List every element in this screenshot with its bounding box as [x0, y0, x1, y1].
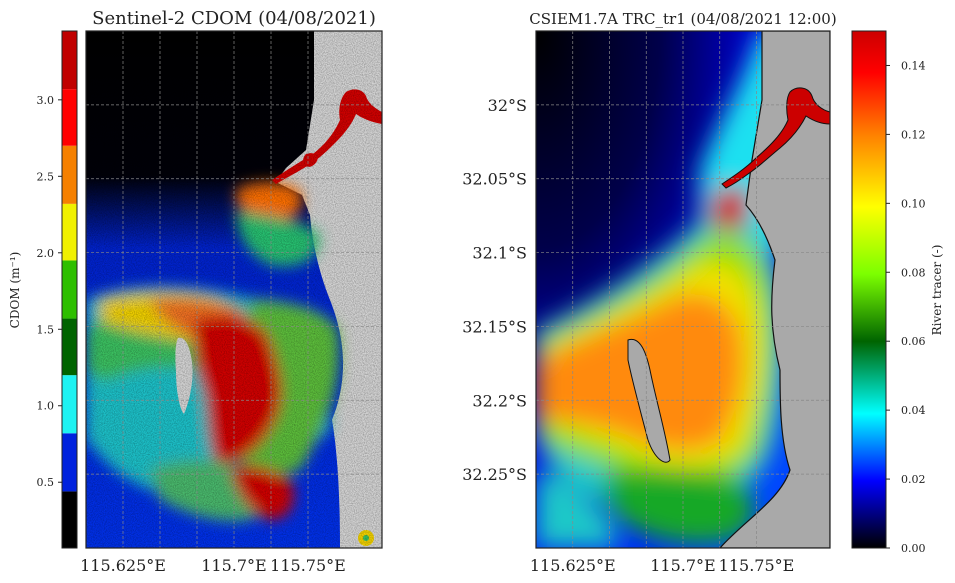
- left-colorbar-tick-label: 3.0: [37, 94, 55, 107]
- left-map: [86, 31, 382, 548]
- right-river: [721, 87, 830, 189]
- right-colorbar-frame: [851, 30, 887, 549]
- right-panel-title: CSIEM1.7A TRC_tr1 (04/08/2021 12:00): [529, 10, 836, 28]
- right-colorbar: 0.00 0.02 0.04 0.06 0.08 0.10 0.12 0.14 River t…: [851, 30, 944, 555]
- left-colorbar-tick-label: 1.5: [37, 323, 55, 336]
- left-x-tick-label: 115.625°E: [80, 556, 166, 575]
- left-colorbar-bin: [62, 318, 77, 376]
- right-x-ticks: 115.625°E 115.7°E 115.75°E: [530, 556, 795, 575]
- right-colorbar-label: River tracer (-): [930, 245, 944, 336]
- right-x-tick-label: 115.75°E: [719, 556, 795, 575]
- left-x-tick-label: 115.75°E: [270, 556, 346, 575]
- left-colorbar-bin: [62, 145, 77, 204]
- left-colorbar-bin: [62, 89, 77, 146]
- right-y-tick-label: 32.1°S: [472, 244, 527, 263]
- left-colorbar-tick-label: 2.0: [37, 247, 55, 260]
- right-colorbar-tick-label: 0.14: [901, 59, 926, 72]
- left-colorbar-bin: [62, 260, 77, 319]
- right-colorbar-tick-label: 0.04: [901, 404, 926, 417]
- left-colorbar-tick-label: 1.0: [37, 400, 55, 413]
- right-panel: CSIEM1.7A TRC_tr1 (04/08/2021 12:00) 115…: [462, 10, 944, 575]
- left-colorbar-frame: [61, 30, 78, 549]
- right-colorbar-tick-label: 0.10: [901, 197, 926, 210]
- left-panel-title: Sentinel-2 CDOM (04/08/2021): [92, 8, 376, 29]
- right-colorbar-tick-label: 0.06: [901, 335, 926, 348]
- left-colorbar-bin: [62, 433, 77, 492]
- right-colorbar-ticks: 0.00 0.02 0.04 0.06 0.08 0.10 0.12 0.14: [886, 59, 926, 555]
- left-colorbar-bin: [62, 375, 77, 434]
- right-colorbar-fill: [852, 31, 886, 548]
- right-y-ticks: 32°S 32.05°S 32.1°S 32.15°S 32.2°S 32.25°S: [462, 96, 527, 484]
- right-grid: [536, 31, 830, 548]
- right-axes-frame: [535, 30, 831, 549]
- right-y-tick-label: 32.05°S: [462, 170, 527, 189]
- left-colorbar-bin: [62, 203, 77, 261]
- right-colorbar-tick-label: 0.02: [901, 473, 926, 486]
- right-colorbar-tick-label: 0.12: [901, 128, 926, 141]
- right-y-tick-label: 32.2°S: [472, 391, 527, 410]
- right-colorbar-tick-label: 0.00: [901, 542, 926, 555]
- left-colorbar: 0.5 1.0 1.5 2.0 2.5 3.0 CDOM (m⁻¹): [8, 30, 78, 549]
- right-x-tick-label: 115.7°E: [650, 556, 715, 575]
- left-panel: Sentinel-2 CDOM (04/08/2021): [8, 8, 383, 575]
- left-colorbar-ticks: 0.5 1.0 1.5 2.0 2.5 3.0: [37, 94, 62, 489]
- right-x-tick-label: 115.625°E: [530, 556, 616, 575]
- left-x-ticks: 115.625°E 115.7°E 115.75°E: [80, 556, 346, 575]
- left-axes-frame: [85, 30, 383, 549]
- left-x-tick-label: 115.7°E: [201, 556, 266, 575]
- right-y-tick-label: 32.25°S: [462, 465, 527, 484]
- left-colorbar-bin: [62, 31, 77, 90]
- left-colorbar-bin: [62, 491, 77, 548]
- right-map: [536, 31, 830, 548]
- right-y-tick-label: 32°S: [488, 96, 527, 115]
- left-grid: [86, 31, 382, 548]
- left-colorbar-tick-label: 2.5: [37, 170, 55, 183]
- right-y-tick-label: 32.15°S: [462, 317, 527, 336]
- right-colorbar-tick-label: 0.08: [901, 266, 926, 279]
- right-land: [719, 31, 830, 548]
- left-colorbar-tick-label: 0.5: [37, 476, 55, 489]
- right-plume: [536, 31, 800, 548]
- left-colorbar-label: CDOM (m⁻¹): [8, 252, 22, 329]
